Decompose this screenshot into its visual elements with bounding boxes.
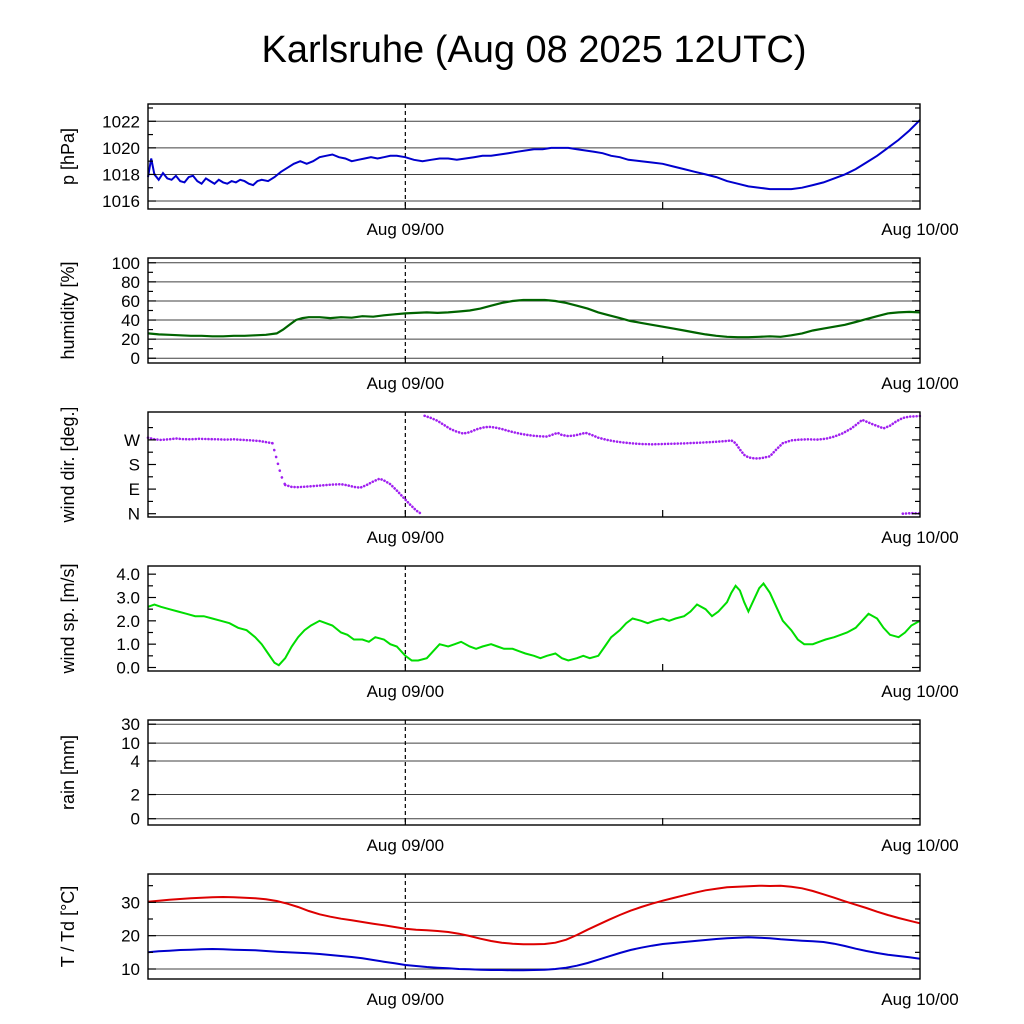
windspeed-ytick-label: 2.0 [116,612,140,631]
winddir-ytick-label: W [124,431,140,450]
panel-windspeed: 0.0 1.0 2.0 3.0 4.0 Aug 09/00 Aug 10/00 wind sp… [58,563,959,701]
pressure-xtick-label: Aug 10/00 [881,220,959,239]
pressure-ytick-label: 1020 [102,139,140,158]
humidity-ytick-label: 100 [112,254,140,273]
windspeed-axis-label: wind sp. [m/s] [58,563,78,674]
humidity-ytick-label: 0 [131,349,140,368]
panels-container: 1016 1018 1020 1022 Aug 09/00 Aug 10/00 p [hPa… [0,100,1024,1024]
windspeed-ytick-label: 3.0 [116,589,140,608]
humidity-ytick-label: 40 [121,311,140,330]
rain-ytick-label: 4 [131,752,140,771]
rain-ytick-label: 10 [121,734,140,753]
humidity-ytick-label: 80 [121,273,140,292]
rain-axis-label: rain [mm] [58,735,78,810]
winddir-xtick-label: Aug 09/00 [367,528,445,547]
rain-frame [147,719,921,826]
winddir-ytick-label: S [129,456,140,475]
rain-ytick-label: 30 [121,716,140,734]
title-row: Karlsruhe (Aug 08 2025 12UTC) [0,0,1024,100]
panel-temperature: 10 20 30 Aug 09/00 Aug 10/00 T / Td [°C] [58,873,959,1009]
humidity-frame [147,257,921,364]
winddir-axis-label: wind dir. [deg.] [58,408,78,524]
pressure-ytick-label: 1016 [102,192,140,211]
windspeed-ytick-label: 1.0 [116,635,140,654]
winddir-ytick-label: E [129,480,140,499]
humidity-curve [147,298,921,339]
wind-direction-a-curve [146,436,274,445]
wind-direction-drop-curve [271,441,287,487]
humidity-axis-label: humidity [%] [58,261,78,359]
rain-ytick-label: 0 [131,810,140,829]
pressure-ytick-label: 1018 [102,165,140,184]
wind-speed-curve [147,581,921,667]
humidity-ytick-label: 60 [121,292,140,311]
temperature-ytick-label: 30 [121,893,140,912]
temperature-axis-label: T / Td [°C] [58,886,78,968]
temperature-ytick-label: 10 [121,960,140,979]
pressure-axis-label: p [hPa] [58,128,78,185]
wind-direction-b-curve [283,477,422,515]
windspeed-ytick-label: 0.0 [116,659,140,678]
temperature-xtick-label: Aug 10/00 [881,990,959,1009]
temperature-ytick-label: 20 [121,927,140,946]
humidity-xtick-label: Aug 10/00 [881,374,959,393]
panel-pressure: 1016 1018 1020 1022 Aug 09/00 Aug 10/00 p [hPa… [58,103,959,239]
wind-direction-c-curve [423,414,922,460]
humidity-xtick-label: Aug 09/00 [367,374,445,393]
pressure-curve [147,119,921,191]
rain-xtick-label: Aug 10/00 [881,836,959,855]
pressure-xtick-label: Aug 09/00 [367,220,445,239]
winddir-xtick-label: Aug 10/00 [881,528,959,547]
windspeed-ytick-label: 4.0 [116,565,140,584]
chart-title: Karlsruhe (Aug 08 2025 12UTC) [261,28,807,71]
windspeed-frame [147,565,921,672]
pressure-frame [147,103,921,210]
rain-xtick-label: Aug 09/00 [367,836,445,855]
wind-direction-wrap-curve [901,511,922,515]
winddir-frame [147,411,921,518]
pressure-ytick-label: 1022 [102,112,140,131]
humidity-ytick-label: 20 [121,330,140,349]
temperature-curve [147,884,921,946]
dewpoint-curve [147,936,921,972]
rain-ytick-label: 2 [131,786,140,805]
winddir-ytick-label: N [128,505,140,524]
temperature-frame [147,873,921,980]
windspeed-xtick-label: Aug 09/00 [367,682,445,701]
temperature-xtick-label: Aug 09/00 [367,990,445,1009]
windspeed-xtick-label: Aug 10/00 [881,682,959,701]
